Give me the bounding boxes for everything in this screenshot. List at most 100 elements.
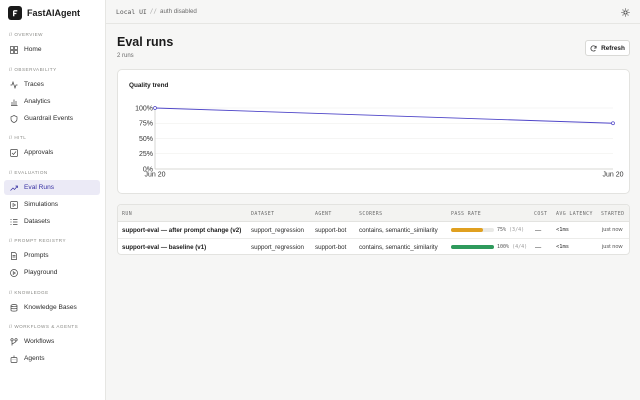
agent-cell: support-bot — [315, 244, 347, 251]
latency-cell: <1ms — [556, 244, 569, 250]
started-cell: just now — [602, 244, 623, 250]
y-tick-label: 50% — [139, 136, 153, 143]
nav-section-prompt-registry: // PROMPT REGISTRY — [9, 238, 67, 243]
col-dataset: DATASET — [251, 211, 275, 217]
sidebar-item-label: Datasets — [24, 218, 51, 225]
nav-section-evaluation: // EVALUATION — [9, 170, 48, 175]
pass-rate-bar — [451, 245, 494, 249]
started-cell: just now — [602, 227, 623, 233]
sidebar-item-prompts[interactable]: Prompts — [4, 248, 100, 263]
sidebar-item-traces[interactable]: Traces — [4, 77, 100, 92]
col-pass-rate: PASS RATE — [451, 211, 482, 217]
check-square-icon — [10, 148, 18, 157]
brand-name: FastAIAgent — [27, 8, 81, 18]
x-tick-label: Jun 20 — [144, 172, 165, 179]
sidebar-item-approvals[interactable]: Approvals — [4, 145, 100, 160]
sidebar-item-label: Playground — [24, 269, 58, 276]
table-header: RUN DATASET AGENT SCORERS PASS RATE COST… — [118, 205, 629, 222]
sidebar-item-label: Eval Runs — [24, 184, 55, 191]
auth-status: auth disabled — [160, 8, 197, 15]
dataset-cell: support_regression — [251, 227, 304, 234]
bot-icon — [10, 355, 18, 363]
database-icon — [10, 303, 18, 312]
workflow-icon — [10, 337, 18, 346]
eval-runs-table: RUN DATASET AGENT SCORERS PASS RATE COST… — [117, 204, 630, 255]
y-tick-label: 75% — [139, 121, 153, 128]
grid-icon — [10, 45, 18, 54]
refresh-icon — [590, 44, 597, 51]
brand[interactable]: FastAIAgent — [0, 1, 105, 25]
agent-cell: support-bot — [315, 227, 347, 234]
sidebar-item-analytics[interactable]: Analytics — [4, 94, 100, 109]
sidebar-item-workflows[interactable]: Workflows — [4, 334, 100, 349]
col-started: STARTED — [601, 211, 625, 217]
sidebar-item-label: Guardrail Events — [24, 115, 74, 122]
y-tick-label: 100% — [135, 105, 153, 112]
sidebar-item-guardrail-events[interactable]: Guardrail Events — [4, 111, 100, 126]
y-tick-label: 25% — [139, 151, 153, 158]
list-icon — [10, 218, 18, 226]
play-square-icon — [10, 200, 18, 209]
sidebar-item-playground[interactable]: Playground — [4, 265, 100, 280]
run-name[interactable]: support-eval — baseline (v1) — [122, 244, 207, 251]
pass-rate-text: 75% (3/4) — [497, 227, 525, 233]
play-circle-icon — [10, 268, 18, 277]
data-point — [611, 121, 615, 126]
scorers-cell: contains, semantic_similarity — [359, 244, 438, 251]
sun-icon — [620, 7, 630, 17]
table-row[interactable]: support-eval — baseline (v1) support_reg… — [118, 238, 629, 254]
quality-trend-chart: 100%75%50%25%0%Jun 20 Jun 20 — [135, 105, 624, 179]
activity-icon — [10, 80, 18, 89]
sidebar-item-simulations[interactable]: Simulations — [4, 197, 100, 212]
shield-icon — [10, 114, 18, 123]
sidebar-item-label: Home — [24, 46, 42, 53]
quality-trend-card: Quality trend 100% 75% 50% 25% 0% Jun 20 Jun 2… — [117, 69, 630, 194]
dataset-cell: support_regression — [251, 244, 304, 251]
latency-cell: <1ms — [556, 227, 569, 233]
run-count: 2 runs — [117, 53, 134, 59]
topbar: Local UI // auth disabled — [106, 0, 640, 24]
col-run: RUN — [122, 211, 133, 217]
x-tick-label: Jun 20 — [602, 172, 623, 179]
sidebar: FastAIAgent // OVERVIEW Home // OBSERVAB… — [0, 0, 106, 400]
chart-title: Quality trend — [129, 82, 169, 89]
document-icon — [10, 251, 18, 260]
trending-up-icon — [10, 184, 18, 192]
sidebar-item-label: Workflows — [24, 338, 55, 345]
sidebar-item-knowledge-bases[interactable]: Knowledge Bases — [4, 300, 100, 315]
run-name[interactable]: support-eval — after prompt change (v2) — [122, 227, 242, 234]
scorers-cell: contains, semantic_similarity — [359, 227, 438, 234]
nav-section-observability: // OBSERVABILITY — [9, 67, 57, 72]
pass-rate-bar — [451, 228, 494, 232]
nav-section-workflows-agents: // WORKFLOWS & AGENTS — [9, 324, 79, 329]
theme-toggle-button[interactable] — [620, 7, 630, 17]
sidebar-item-home[interactable]: Home — [4, 42, 100, 57]
sidebar-item-label: Traces — [24, 81, 44, 88]
col-avg-latency: AVG LATENCY — [556, 211, 593, 217]
bar-chart-icon — [10, 98, 18, 106]
cost-cell: — — [535, 227, 542, 234]
sidebar-item-datasets[interactable]: Datasets — [4, 214, 100, 229]
sidebar-item-label: Prompts — [24, 252, 49, 259]
nav-section-hitl: // HITL — [9, 135, 27, 140]
col-agent: AGENT — [315, 211, 332, 217]
pass-rate-text: 100% (4/4) — [497, 244, 528, 250]
table-row[interactable]: support-eval — after prompt change (v2) … — [118, 222, 629, 238]
sidebar-item-label: Approvals — [24, 149, 54, 156]
nav-section-knowledge: // KNOWLEDGE — [9, 290, 49, 295]
refresh-label: Refresh — [601, 44, 625, 52]
data-point — [153, 106, 157, 110]
refresh-button[interactable]: Refresh — [585, 40, 630, 56]
y-tick-label: 0% — [143, 166, 153, 173]
env-label: Local UI — [116, 7, 147, 16]
col-cost: COST — [534, 211, 548, 217]
sidebar-item-label: Analytics — [24, 98, 51, 105]
pass-rate-fill — [451, 228, 484, 232]
env-separator: // — [149, 8, 158, 15]
sidebar-item-eval-runs[interactable]: Eval Runs — [4, 180, 100, 195]
sidebar-item-agents[interactable]: Agents — [4, 351, 100, 366]
brand-logo-icon — [8, 6, 22, 20]
sidebar-item-label: Knowledge Bases — [24, 304, 77, 311]
col-scorers: SCORERS — [359, 211, 383, 217]
sidebar-item-label: Simulations — [24, 201, 59, 208]
